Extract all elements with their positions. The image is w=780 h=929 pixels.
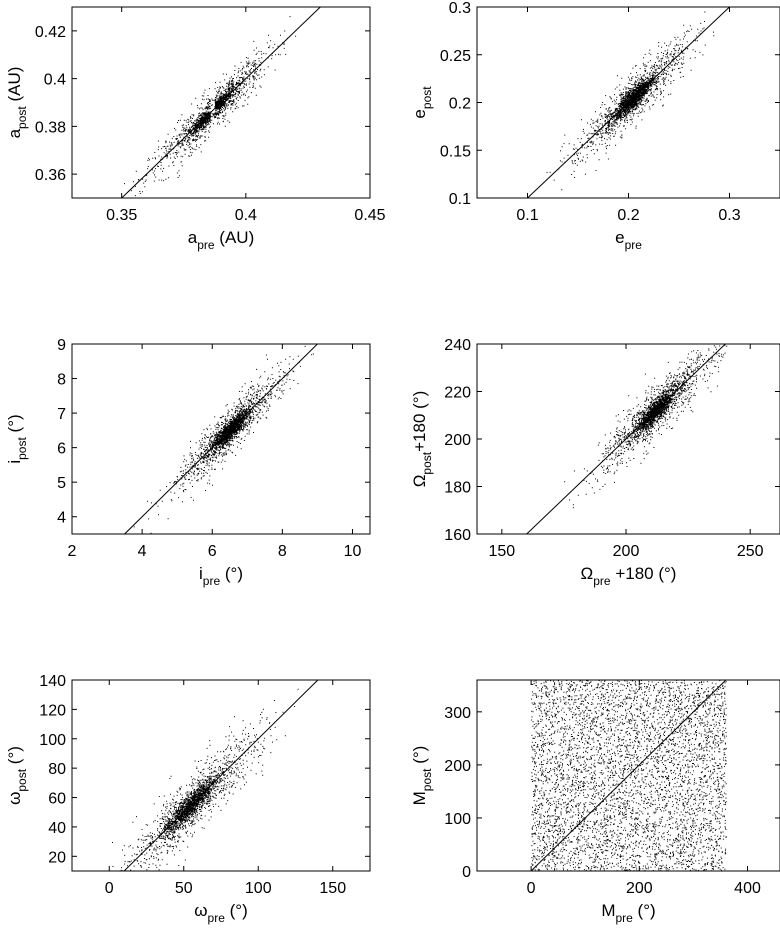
panel-6: 0 200 400 0 100 200 300 Mpre (°) Mpost (°) bbox=[410, 679, 780, 925]
y-tick-label: 0.3 bbox=[449, 0, 471, 17]
x-tick-label: 50 bbox=[175, 880, 193, 897]
scatter-points bbox=[124, 16, 297, 197]
x-tick-label: 0.4 bbox=[235, 207, 257, 224]
y-axis-label: Ωpost+180 (°) bbox=[410, 391, 434, 488]
y-axis-label: apost (AU) bbox=[5, 67, 29, 139]
y-tick-label: 180 bbox=[444, 480, 471, 497]
reference-line bbox=[124, 344, 318, 534]
y-tick-label: 240 bbox=[444, 337, 471, 354]
scatter-points bbox=[564, 344, 728, 509]
x-tick-label: 150 bbox=[319, 880, 346, 897]
y-axis-label: epost bbox=[410, 86, 434, 119]
scatter-points bbox=[546, 11, 715, 191]
y-tick-label: 9 bbox=[57, 337, 66, 354]
y-tick-label: 0.25 bbox=[440, 48, 471, 65]
axes-box bbox=[71, 679, 371, 872]
panel-1: 0.35 0.4 0.45 0.36 0.38 0.4 0.42 apre (AU) apost… bbox=[5, 6, 386, 252]
y-tick-label: 5 bbox=[57, 475, 66, 492]
y-tick-label: 300 bbox=[444, 705, 471, 722]
y-tick-label: 40 bbox=[48, 820, 66, 837]
y-tick-label: 20 bbox=[48, 849, 66, 866]
x-axis-label: Ωpre +180 (°) bbox=[581, 564, 677, 588]
y-tick-label: 120 bbox=[39, 702, 66, 719]
x-tick-label: 10 bbox=[344, 543, 362, 560]
x-tick-label: 200 bbox=[613, 543, 640, 560]
y-tick-label: 140 bbox=[39, 673, 66, 690]
panel-2: 0.1 0.2 0.3 0.1 0.15 0.2 0.25 0.3 epre epost bbox=[410, 0, 780, 252]
x-axis-label: epre bbox=[615, 228, 642, 252]
x-tick-label: 250 bbox=[737, 543, 764, 560]
y-tick-label: 0.2 bbox=[449, 96, 471, 113]
x-tick-label: 100 bbox=[245, 880, 272, 897]
reference-line bbox=[123, 680, 319, 871]
x-tick-label: 8 bbox=[278, 543, 287, 560]
x-tick-label: 0.2 bbox=[617, 207, 639, 224]
x-axis-label: ωpre (°) bbox=[194, 901, 247, 925]
y-tick-label: 60 bbox=[48, 791, 66, 808]
y-tick-label: 200 bbox=[444, 758, 471, 775]
x-tick-label: 2 bbox=[68, 543, 77, 560]
scatter-points bbox=[531, 680, 727, 871]
scatter-points bbox=[133, 345, 314, 534]
x-tick-label: 0.3 bbox=[718, 207, 740, 224]
y-tick-label: 7 bbox=[57, 406, 66, 423]
y-tick-label: 0.4 bbox=[44, 72, 66, 89]
y-tick-label: 6 bbox=[57, 441, 66, 458]
x-tick-label: 6 bbox=[208, 543, 217, 560]
x-tick-label: 0.1 bbox=[516, 207, 538, 224]
x-tick-label: 0.45 bbox=[354, 207, 385, 224]
y-axis-label: ipost (°) bbox=[5, 414, 29, 463]
x-tick-label: 0 bbox=[527, 880, 536, 897]
y-tick-label: 80 bbox=[48, 761, 66, 778]
x-tick-label: 200 bbox=[626, 880, 653, 897]
reference-line bbox=[526, 344, 726, 534]
x-tick-label: 400 bbox=[734, 880, 761, 897]
scatter-points bbox=[112, 688, 299, 871]
y-tick-label: 100 bbox=[39, 732, 66, 749]
axes-box bbox=[476, 343, 780, 535]
y-tick-label: 220 bbox=[444, 385, 471, 402]
x-tick-label: 4 bbox=[138, 543, 147, 560]
axes-box bbox=[476, 679, 780, 872]
y-tick-label: 8 bbox=[57, 372, 66, 389]
y-tick-label: 0.36 bbox=[35, 167, 66, 184]
axes-box bbox=[71, 6, 371, 199]
axes-box bbox=[71, 343, 371, 535]
y-tick-label: 0.1 bbox=[449, 191, 471, 208]
reference-line bbox=[121, 7, 321, 198]
y-tick-label: 4 bbox=[57, 510, 66, 527]
x-axis-label: apre (AU) bbox=[188, 228, 254, 252]
y-tick-label: 0.15 bbox=[440, 143, 471, 160]
y-tick-label: 100 bbox=[444, 811, 471, 828]
y-tick-label: 0 bbox=[462, 864, 471, 881]
y-axis-label: ωpost (°) bbox=[5, 746, 29, 805]
x-tick-label: 0.35 bbox=[106, 207, 137, 224]
y-tick-label: 200 bbox=[444, 432, 471, 449]
y-tick-label: 160 bbox=[444, 527, 471, 544]
reference-line bbox=[530, 680, 727, 871]
panel-4: 150 200 250 160 180 200 220 240 Ωpre +180 (°) Ωpo… bbox=[410, 337, 780, 588]
reference-line bbox=[527, 7, 730, 198]
y-tick-label: 0.38 bbox=[35, 119, 66, 136]
x-axis-label: ipre (°) bbox=[199, 564, 243, 588]
panel-5: 0 50 100 150 20 40 60 80 100 120 140 ωpre (°) ωpost … bbox=[5, 673, 371, 925]
x-axis-label: Mpre (°) bbox=[601, 901, 655, 925]
y-tick-label: 0.42 bbox=[35, 24, 66, 41]
x-tick-label: 150 bbox=[488, 543, 515, 560]
y-axis-label: Mpost (°) bbox=[410, 746, 434, 806]
x-tick-label: 0 bbox=[105, 880, 114, 897]
